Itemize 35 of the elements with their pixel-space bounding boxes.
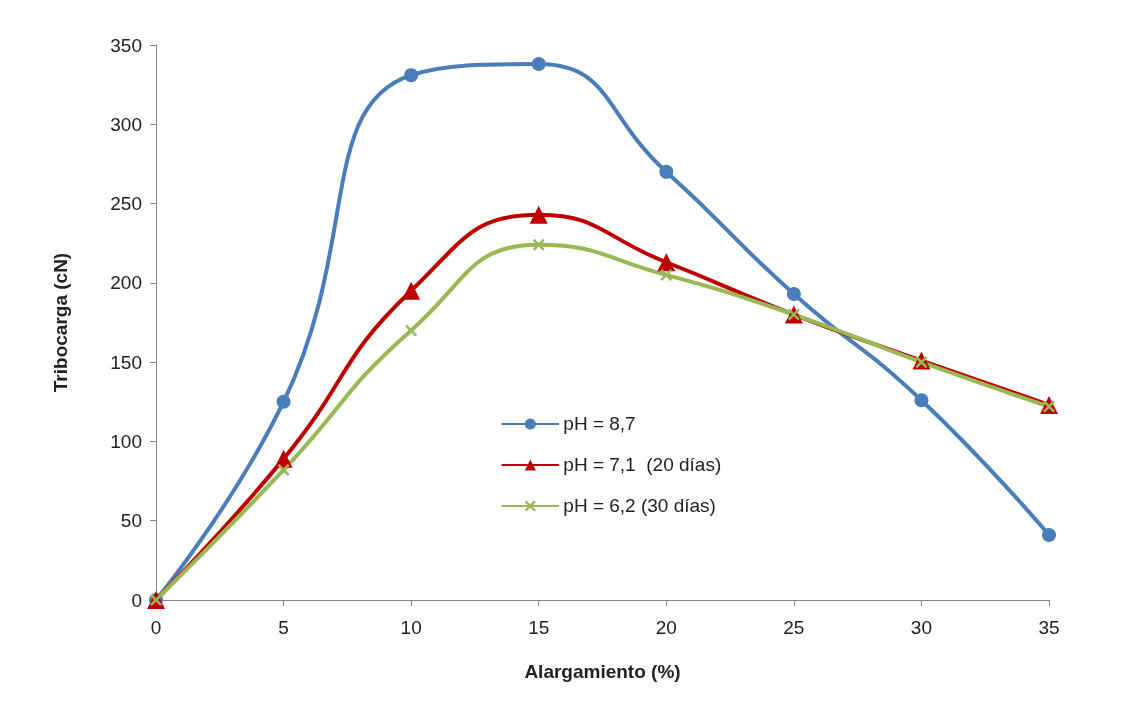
y-tick-label: 350: [110, 34, 142, 56]
x-tick-label: 10: [400, 617, 422, 638]
x-tick-label: 20: [655, 617, 677, 638]
point: [660, 268, 673, 281]
x-tick-label: 25: [783, 617, 805, 638]
x-tick-label: 5: [278, 617, 289, 638]
legend-label: pH = 7,1 (20 días): [563, 454, 722, 476]
x-tick-label: 35: [1038, 617, 1060, 638]
y-tick-label: 50: [120, 510, 142, 532]
point: [532, 238, 545, 251]
x-tick-label: 0: [150, 617, 162, 638]
y-tick-label: 150: [110, 351, 142, 373]
y-tick-label: 100: [110, 430, 142, 452]
point: [659, 164, 674, 179]
y-tick-label: 0: [131, 589, 142, 611]
point: [402, 281, 421, 300]
y-tick-label: 200: [110, 272, 142, 294]
point: [531, 57, 546, 72]
point: [277, 463, 290, 476]
point: [1042, 527, 1056, 542]
legend-label: pH = 6,2 (30 días): [563, 495, 716, 517]
point: [529, 205, 548, 224]
point: [657, 253, 676, 272]
point: [404, 68, 419, 83]
x-tick-label: 30: [910, 617, 932, 638]
y-tick-label: 300: [110, 113, 142, 135]
point: [405, 324, 418, 337]
y-tick-label: 250: [110, 193, 142, 215]
point: [914, 393, 929, 408]
legend-label: pH = 8,7: [563, 413, 636, 435]
y-axis-title: Tribocarga (cN): [50, 252, 71, 393]
point: [276, 394, 291, 409]
point: [786, 286, 801, 301]
x-tick-label: 15: [528, 617, 550, 638]
x-axis-title: Alargamiento (%): [524, 661, 681, 682]
